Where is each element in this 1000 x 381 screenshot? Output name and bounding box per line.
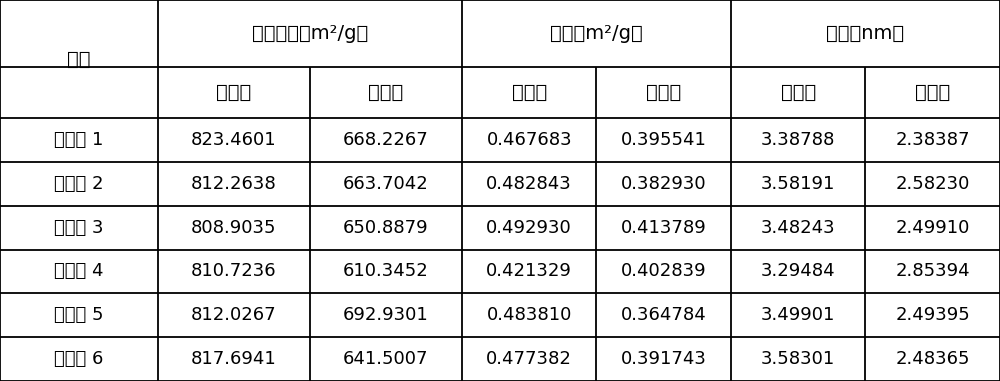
Text: 2.58230: 2.58230 [896, 175, 970, 193]
Text: 实施例 5: 实施例 5 [54, 306, 104, 324]
Text: 实施例 1: 实施例 1 [54, 131, 104, 149]
Text: 2.49910: 2.49910 [896, 219, 970, 237]
Text: 样品: 样品 [67, 50, 91, 69]
Text: 负载前: 负载前 [512, 83, 547, 102]
Text: 650.8879: 650.8879 [343, 219, 429, 237]
Text: 0.391743: 0.391743 [621, 350, 707, 368]
Text: 0.477382: 0.477382 [486, 350, 572, 368]
Text: 668.2267: 668.2267 [343, 131, 429, 149]
Text: 0.482843: 0.482843 [486, 175, 572, 193]
Text: 0.467683: 0.467683 [486, 131, 572, 149]
Text: 0.364784: 0.364784 [621, 306, 707, 324]
Text: 负载前: 负载前 [781, 83, 816, 102]
Text: 3.48243: 3.48243 [761, 219, 836, 237]
Text: 3.58301: 3.58301 [761, 350, 835, 368]
Text: 812.0267: 812.0267 [191, 306, 277, 324]
Text: 810.7236: 810.7236 [191, 263, 277, 280]
Text: 0.492930: 0.492930 [486, 219, 572, 237]
Text: 3.29484: 3.29484 [761, 263, 836, 280]
Text: 0.421329: 0.421329 [486, 263, 572, 280]
Text: 2.85394: 2.85394 [895, 263, 970, 280]
Text: 0.483810: 0.483810 [487, 306, 572, 324]
Text: 817.6941: 817.6941 [191, 350, 277, 368]
Text: 663.7042: 663.7042 [343, 175, 429, 193]
Text: 0.402839: 0.402839 [621, 263, 707, 280]
Text: 实施例 2: 实施例 2 [54, 175, 104, 193]
Text: 负载后: 负载后 [915, 83, 950, 102]
Text: 实施例 6: 实施例 6 [54, 350, 104, 368]
Text: 比表面积（m²/g）: 比表面积（m²/g） [252, 24, 368, 43]
Text: 负载后: 负载后 [368, 83, 404, 102]
Text: 692.9301: 692.9301 [343, 306, 429, 324]
Text: 641.5007: 641.5007 [343, 350, 429, 368]
Text: 2.49395: 2.49395 [895, 306, 970, 324]
Text: 2.38387: 2.38387 [895, 131, 970, 149]
Text: 孔径（nm）: 孔径（nm） [826, 24, 905, 43]
Text: 0.413789: 0.413789 [621, 219, 707, 237]
Text: 812.2638: 812.2638 [191, 175, 277, 193]
Text: 负载后: 负载后 [646, 83, 681, 102]
Text: 2.48365: 2.48365 [895, 350, 970, 368]
Text: 负载前: 负载前 [216, 83, 252, 102]
Text: 3.49901: 3.49901 [761, 306, 835, 324]
Text: 3.58191: 3.58191 [761, 175, 835, 193]
Text: 823.4601: 823.4601 [191, 131, 277, 149]
Text: 实施例 4: 实施例 4 [54, 263, 104, 280]
Text: 孔容（m²/g）: 孔容（m²/g） [550, 24, 643, 43]
Text: 0.395541: 0.395541 [621, 131, 707, 149]
Text: 3.38788: 3.38788 [761, 131, 835, 149]
Text: 实施例 3: 实施例 3 [54, 219, 104, 237]
Text: 610.3452: 610.3452 [343, 263, 429, 280]
Text: 0.382930: 0.382930 [621, 175, 707, 193]
Text: 808.9035: 808.9035 [191, 219, 277, 237]
